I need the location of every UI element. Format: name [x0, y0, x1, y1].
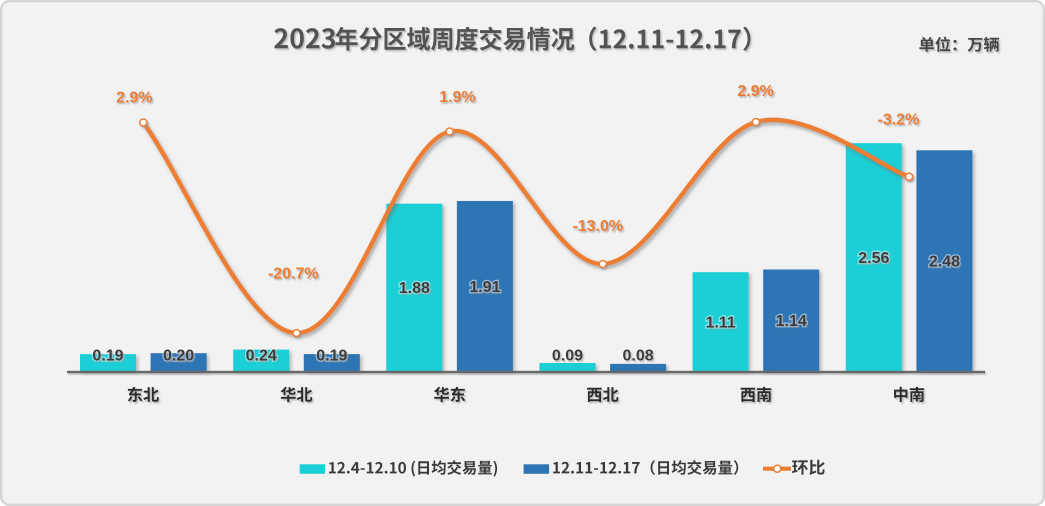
svg-text:1.14: 1.14	[776, 313, 807, 330]
svg-text:0.24: 0.24	[246, 347, 277, 364]
svg-text:2.56: 2.56	[858, 250, 889, 267]
svg-text:-3.2%: -3.2%	[878, 111, 920, 128]
svg-text:2.9%: 2.9%	[737, 83, 773, 100]
svg-text:0.19: 0.19	[316, 347, 347, 364]
svg-text:0.19: 0.19	[92, 347, 123, 364]
svg-text:0.09: 0.09	[552, 347, 583, 364]
svg-text:-13.0%: -13.0%	[572, 218, 623, 235]
svg-text:1.91: 1.91	[469, 279, 500, 296]
svg-text:2.56: 2.56	[858, 250, 889, 267]
svg-text:0.08: 0.08	[623, 347, 654, 364]
svg-text:2.48: 2.48	[929, 253, 960, 270]
svg-text:0.24: 0.24	[246, 347, 277, 364]
svg-text:1.9%: 1.9%	[439, 89, 475, 106]
svg-text:1.11: 1.11	[705, 314, 735, 331]
svg-text:-20.7%: -20.7%	[268, 265, 319, 282]
svg-text:0.09: 0.09	[552, 347, 583, 364]
svg-text:0.20: 0.20	[163, 347, 194, 364]
svg-text:1.11: 1.11	[705, 314, 735, 331]
svg-text:2.48: 2.48	[929, 253, 960, 270]
svg-text:0.19: 0.19	[92, 347, 123, 364]
svg-text:0.08: 0.08	[623, 347, 654, 364]
svg-text:0.20: 0.20	[163, 347, 194, 364]
svg-text:1.91: 1.91	[469, 279, 500, 296]
svg-text:0.19: 0.19	[316, 347, 347, 364]
svg-text:1.88: 1.88	[399, 280, 430, 297]
svg-text:2.9%: 2.9%	[116, 89, 152, 106]
svg-text:1.14: 1.14	[776, 313, 807, 330]
svg-text:1.88: 1.88	[399, 280, 430, 297]
